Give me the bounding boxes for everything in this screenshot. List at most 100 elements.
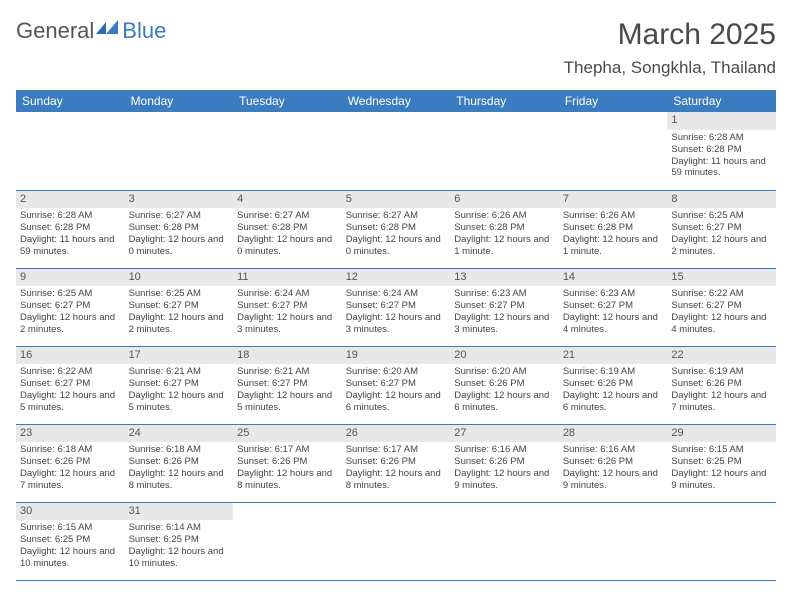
sunset-line: Sunset: 6:28 PM <box>671 144 772 156</box>
day-data: Sunrise: 6:18 AMSunset: 6:26 PMDaylight:… <box>125 442 234 496</box>
calendar-cell: 28Sunrise: 6:16 AMSunset: 6:26 PMDayligh… <box>559 424 668 502</box>
calendar-cell: 15Sunrise: 6:22 AMSunset: 6:27 PMDayligh… <box>667 268 776 346</box>
location: Thepha, Songkhla, Thailand <box>564 58 776 78</box>
calendar-cell: 21Sunrise: 6:19 AMSunset: 6:26 PMDayligh… <box>559 346 668 424</box>
daylight-line: Daylight: 12 hours and 8 minutes. <box>129 468 230 492</box>
sunset-line: Sunset: 6:27 PM <box>237 300 338 312</box>
calendar-row: 16Sunrise: 6:22 AMSunset: 6:27 PMDayligh… <box>16 346 776 424</box>
daylight-line: Daylight: 12 hours and 7 minutes. <box>671 390 772 414</box>
calendar-cell: 5Sunrise: 6:27 AMSunset: 6:28 PMDaylight… <box>342 190 451 268</box>
sunset-line: Sunset: 6:27 PM <box>129 300 230 312</box>
sunrise-line: Sunrise: 6:16 AM <box>563 444 664 456</box>
day-data: Sunrise: 6:21 AMSunset: 6:27 PMDaylight:… <box>233 364 342 418</box>
calendar-row: 30Sunrise: 6:15 AMSunset: 6:25 PMDayligh… <box>16 502 776 580</box>
calendar-cell: 17Sunrise: 6:21 AMSunset: 6:27 PMDayligh… <box>125 346 234 424</box>
daylight-line: Daylight: 12 hours and 6 minutes. <box>563 390 664 414</box>
calendar-cell: 22Sunrise: 6:19 AMSunset: 6:26 PMDayligh… <box>667 346 776 424</box>
sunset-line: Sunset: 6:28 PM <box>454 222 555 234</box>
daylight-line: Daylight: 12 hours and 9 minutes. <box>454 468 555 492</box>
calendar-cell: 27Sunrise: 6:16 AMSunset: 6:26 PMDayligh… <box>450 424 559 502</box>
calendar-cell: 7Sunrise: 6:26 AMSunset: 6:28 PMDaylight… <box>559 190 668 268</box>
day-number: 18 <box>233 347 342 365</box>
calendar-row: 9Sunrise: 6:25 AMSunset: 6:27 PMDaylight… <box>16 268 776 346</box>
sunrise-line: Sunrise: 6:14 AM <box>129 522 230 534</box>
day-data: Sunrise: 6:27 AMSunset: 6:28 PMDaylight:… <box>342 208 451 262</box>
day-data: Sunrise: 6:25 AMSunset: 6:27 PMDaylight:… <box>667 208 776 262</box>
day-number: 19 <box>342 347 451 365</box>
calendar-cell: 11Sunrise: 6:24 AMSunset: 6:27 PMDayligh… <box>233 268 342 346</box>
daylight-line: Daylight: 12 hours and 6 minutes. <box>346 390 447 414</box>
sunset-line: Sunset: 6:28 PM <box>346 222 447 234</box>
day-number: 11 <box>233 269 342 287</box>
day-number: 1 <box>667 112 776 130</box>
calendar-cell <box>559 112 668 190</box>
sunrise-line: Sunrise: 6:25 AM <box>20 288 121 300</box>
sunset-line: Sunset: 6:28 PM <box>563 222 664 234</box>
calendar-cell: 10Sunrise: 6:25 AMSunset: 6:27 PMDayligh… <box>125 268 234 346</box>
calendar-cell: 26Sunrise: 6:17 AMSunset: 6:26 PMDayligh… <box>342 424 451 502</box>
day-data: Sunrise: 6:16 AMSunset: 6:26 PMDaylight:… <box>450 442 559 496</box>
sunset-line: Sunset: 6:26 PM <box>346 456 447 468</box>
day-number: 25 <box>233 425 342 443</box>
day-number: 10 <box>125 269 234 287</box>
calendar-cell: 31Sunrise: 6:14 AMSunset: 6:25 PMDayligh… <box>125 502 234 580</box>
daylight-line: Daylight: 12 hours and 5 minutes. <box>129 390 230 414</box>
sunset-line: Sunset: 6:27 PM <box>671 222 772 234</box>
calendar-cell: 29Sunrise: 6:15 AMSunset: 6:25 PMDayligh… <box>667 424 776 502</box>
daylight-line: Daylight: 11 hours and 59 minutes. <box>671 156 772 180</box>
calendar-cell: 3Sunrise: 6:27 AMSunset: 6:28 PMDaylight… <box>125 190 234 268</box>
day-data: Sunrise: 6:24 AMSunset: 6:27 PMDaylight:… <box>342 286 451 340</box>
day-data: Sunrise: 6:15 AMSunset: 6:25 PMDaylight:… <box>667 442 776 496</box>
sunrise-line: Sunrise: 6:27 AM <box>129 210 230 222</box>
calendar-cell <box>450 112 559 190</box>
calendar-cell <box>559 502 668 580</box>
sunset-line: Sunset: 6:27 PM <box>20 300 121 312</box>
sunrise-line: Sunrise: 6:28 AM <box>671 132 772 144</box>
day-data: Sunrise: 6:22 AMSunset: 6:27 PMDaylight:… <box>16 364 125 418</box>
calendar-cell: 2Sunrise: 6:28 AMSunset: 6:28 PMDaylight… <box>16 190 125 268</box>
day-data: Sunrise: 6:22 AMSunset: 6:27 PMDaylight:… <box>667 286 776 340</box>
sunset-line: Sunset: 6:25 PM <box>20 534 121 546</box>
flag-icon <box>96 20 122 43</box>
calendar-cell: 8Sunrise: 6:25 AMSunset: 6:27 PMDaylight… <box>667 190 776 268</box>
day-number: 4 <box>233 191 342 209</box>
day-data: Sunrise: 6:27 AMSunset: 6:28 PMDaylight:… <box>233 208 342 262</box>
day-number: 22 <box>667 347 776 365</box>
sunrise-line: Sunrise: 6:24 AM <box>346 288 447 300</box>
calendar-cell <box>233 502 342 580</box>
daylight-line: Daylight: 12 hours and 8 minutes. <box>237 468 338 492</box>
calendar-cell <box>450 502 559 580</box>
daylight-line: Daylight: 12 hours and 2 minutes. <box>671 234 772 258</box>
day-data: Sunrise: 6:25 AMSunset: 6:27 PMDaylight:… <box>16 286 125 340</box>
sunrise-line: Sunrise: 6:22 AM <box>20 366 121 378</box>
day-number: 8 <box>667 191 776 209</box>
day-data: Sunrise: 6:24 AMSunset: 6:27 PMDaylight:… <box>233 286 342 340</box>
day-number: 15 <box>667 269 776 287</box>
sunrise-line: Sunrise: 6:16 AM <box>454 444 555 456</box>
day-number: 13 <box>450 269 559 287</box>
sunrise-line: Sunrise: 6:25 AM <box>671 210 772 222</box>
month-title: March 2025 <box>564 18 776 52</box>
day-data: Sunrise: 6:27 AMSunset: 6:28 PMDaylight:… <box>125 208 234 262</box>
calendar-cell: 12Sunrise: 6:24 AMSunset: 6:27 PMDayligh… <box>342 268 451 346</box>
day-data: Sunrise: 6:21 AMSunset: 6:27 PMDaylight:… <box>125 364 234 418</box>
sunset-line: Sunset: 6:28 PM <box>237 222 338 234</box>
daylight-line: Daylight: 12 hours and 4 minutes. <box>563 312 664 336</box>
calendar-cell: 1Sunrise: 6:28 AMSunset: 6:28 PMDaylight… <box>667 112 776 190</box>
calendar-cell: 25Sunrise: 6:17 AMSunset: 6:26 PMDayligh… <box>233 424 342 502</box>
day-data: Sunrise: 6:28 AMSunset: 6:28 PMDaylight:… <box>667 130 776 184</box>
daylight-line: Daylight: 12 hours and 0 minutes. <box>237 234 338 258</box>
day-number: 21 <box>559 347 668 365</box>
daylight-line: Daylight: 12 hours and 1 minute. <box>563 234 664 258</box>
calendar-cell: 23Sunrise: 6:18 AMSunset: 6:26 PMDayligh… <box>16 424 125 502</box>
sunset-line: Sunset: 6:27 PM <box>346 300 447 312</box>
day-number: 24 <box>125 425 234 443</box>
day-data: Sunrise: 6:23 AMSunset: 6:27 PMDaylight:… <box>559 286 668 340</box>
calendar-header-row: SundayMondayTuesdayWednesdayThursdayFrid… <box>16 90 776 112</box>
day-data: Sunrise: 6:26 AMSunset: 6:28 PMDaylight:… <box>450 208 559 262</box>
weekday-header: Sunday <box>16 90 125 112</box>
weekday-header: Monday <box>125 90 234 112</box>
daylight-line: Daylight: 12 hours and 6 minutes. <box>454 390 555 414</box>
sunset-line: Sunset: 6:27 PM <box>237 378 338 390</box>
logo: General Blue <box>16 18 166 44</box>
